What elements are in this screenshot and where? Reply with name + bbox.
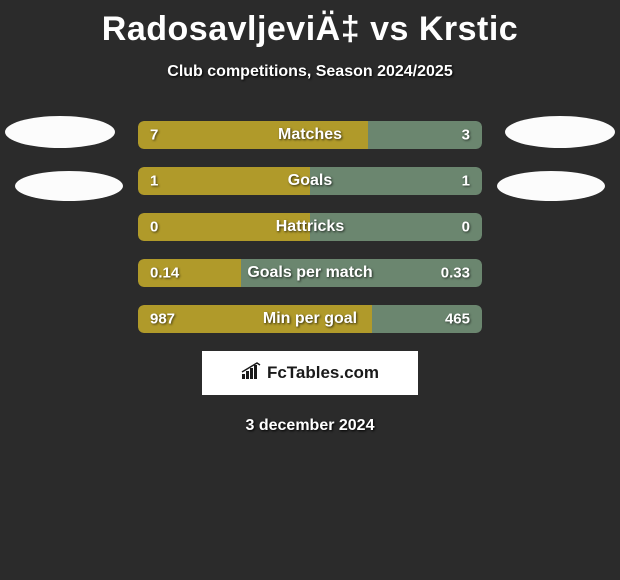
stat-label: Hattricks <box>138 218 482 236</box>
comparison-content: 73Matches 11Goals 00Hattricks 0.140.33Goals… <box>0 121 620 435</box>
avatar-player-left-2 <box>15 171 123 201</box>
stat-row: 00Hattricks <box>138 213 482 241</box>
stat-row: 987465Min per goal <box>138 305 482 333</box>
avatar-player-right-2 <box>497 171 605 201</box>
stat-bars: 73Matches 11Goals 00Hattricks 0.140.33Goals… <box>138 121 482 333</box>
page-title: RadosavljeviÄ‡ vs Krstic <box>0 0 620 49</box>
brand-chart-icon <box>241 362 263 385</box>
avatar-player-left-1 <box>5 116 115 148</box>
stat-label: Min per goal <box>138 310 482 328</box>
stat-label: Goals <box>138 172 482 190</box>
brand-box[interactable]: FcTables.com <box>202 351 418 395</box>
stat-row: 11Goals <box>138 167 482 195</box>
stat-label: Goals per match <box>138 264 482 282</box>
subtitle: Club competitions, Season 2024/2025 <box>0 63 620 81</box>
stat-row: 0.140.33Goals per match <box>138 259 482 287</box>
stat-label: Matches <box>138 126 482 144</box>
avatar-player-right-1 <box>505 116 615 148</box>
stat-row: 73Matches <box>138 121 482 149</box>
date-label: 3 december 2024 <box>0 417 620 435</box>
brand-text: FcTables.com <box>267 363 379 383</box>
